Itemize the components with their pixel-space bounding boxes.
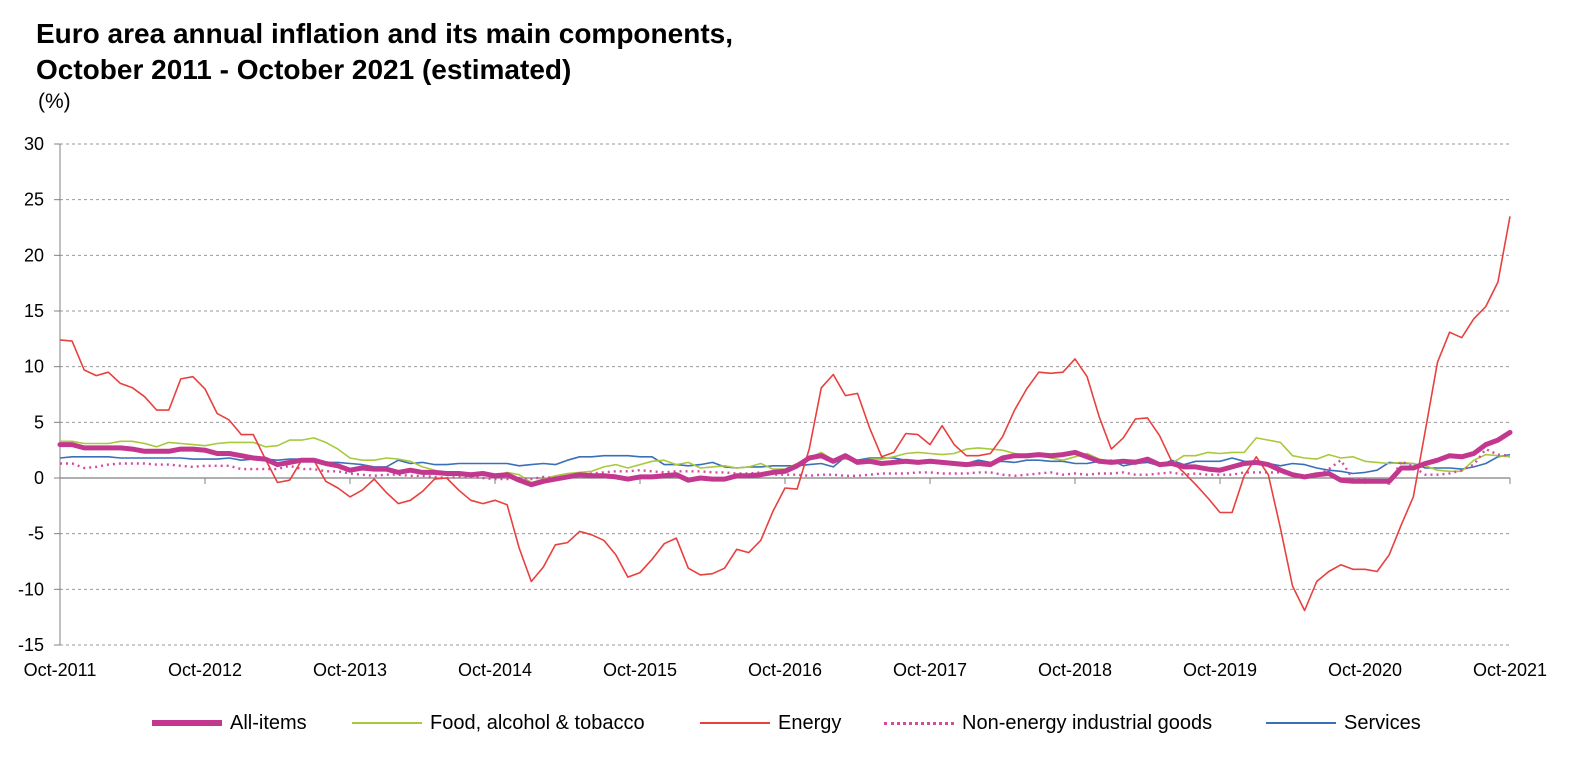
y-axis-unit-label: (%): [38, 90, 71, 113]
x-tick-label: Oct-2013: [313, 660, 387, 680]
x-tick-label: Oct-2018: [1038, 660, 1112, 680]
legend-item: Services: [1266, 706, 1421, 740]
legend-swatch: [1266, 722, 1336, 724]
legend-swatch: [700, 722, 770, 724]
y-tick-label: -10: [18, 579, 44, 599]
legend-item: All-items: [152, 706, 307, 740]
y-tick-label: 0: [34, 468, 44, 488]
x-tick-label: Oct-2011: [24, 660, 97, 680]
y-tick-label: 30: [24, 134, 44, 154]
x-tick-label: Oct-2016: [748, 660, 822, 680]
legend-label: Services: [1344, 711, 1421, 734]
legend-swatch: [884, 721, 954, 725]
legend-item: Non-energy industrial goods: [884, 706, 1212, 740]
y-tick-label: 5: [34, 412, 44, 432]
x-tick-label: Oct-2014: [458, 660, 532, 680]
y-tick-label: 15: [24, 301, 44, 321]
x-tick-label: Oct-2020: [1328, 660, 1402, 680]
x-tick-label: Oct-2017: [893, 660, 967, 680]
chart-title-line-2: October 2011 - October 2021 (estimated): [36, 54, 572, 85]
y-tick-label: 20: [24, 245, 44, 265]
x-tick-label: Oct-2012: [168, 660, 242, 680]
legend-label: Food, alcohol & tobacco: [430, 711, 645, 734]
x-tick-label: Oct-2015: [603, 660, 677, 680]
legend-swatch: [152, 720, 222, 726]
legend-label: All-items: [230, 711, 307, 734]
x-tick-label: Oct-2021: [1473, 660, 1547, 680]
chart-title: Euro area annual inflation and its main …: [36, 16, 733, 88]
line-chart: 30 25 20 15 10 5 0 -5 -10 -15 Oct-2011 Oct-2012 Oct-…: [18, 134, 1547, 680]
y-tick-label: -5: [28, 524, 44, 544]
y-tick-label: 25: [24, 190, 44, 210]
legend-swatch: [352, 722, 422, 724]
x-tick-label: Oct-2019: [1183, 660, 1257, 680]
legend-item: Food, alcohol & tobacco: [352, 706, 645, 740]
y-tick-label: -15: [18, 635, 44, 655]
chart-title-line-1: Euro area annual inflation and its main …: [36, 18, 733, 49]
legend-item: Energy: [700, 706, 841, 740]
series-line-all-items: [57, 429, 1513, 488]
y-tick-label: 10: [24, 357, 44, 377]
series-line-energy: [59, 216, 1511, 612]
legend-label: Energy: [778, 711, 842, 734]
chart-legend: All-items Food, alcohol & tobacco Energy No…: [0, 706, 1596, 740]
legend-label: Non-energy industrial goods: [962, 711, 1213, 734]
